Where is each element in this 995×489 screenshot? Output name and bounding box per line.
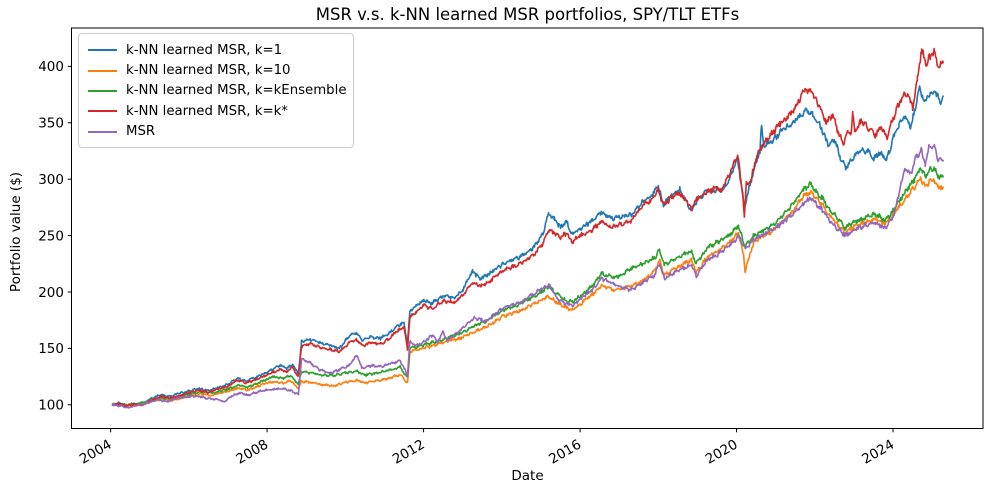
legend-line-sample	[88, 89, 117, 92]
y-tick-label-300: 300	[38, 172, 64, 188]
series-line-3	[111, 47, 944, 408]
legend-label: k-NN learned MSR, k=10	[126, 63, 291, 79]
legend-item-1: k-NN learned MSR, k=10	[88, 60, 343, 80]
series-line-0	[111, 85, 944, 407]
y-tick-label-200: 200	[38, 285, 64, 301]
legend-label: k-NN learned MSR, k=1	[126, 42, 283, 58]
y-tick-label-400: 400	[38, 59, 64, 75]
series-line-4	[111, 143, 944, 409]
x-tick-label-2012: 2012	[390, 437, 428, 468]
legend-line-sample	[88, 130, 117, 133]
series-line-2	[111, 165, 944, 407]
legend-line-sample	[88, 49, 117, 52]
legend-item-4: MSR	[88, 122, 343, 142]
legend-item-0: k-NN learned MSR, k=1	[88, 40, 343, 60]
legend-label: MSR	[126, 124, 156, 140]
y-tick-label-150: 150	[38, 341, 64, 357]
x-axis-label: Date	[511, 468, 544, 484]
y-tick-label-100: 100	[38, 398, 64, 414]
legend-item-2: k-NN learned MSR, k=kEnsemble	[88, 81, 347, 101]
legend-line-sample	[88, 110, 117, 113]
y-tick-label-350: 350	[38, 116, 64, 132]
legend: k-NN learned MSR, k=1 k-NN learned MSR, k…	[78, 33, 354, 148]
x-tick-label-2024: 2024	[859, 437, 897, 468]
chart-title: MSR v.s. k-NN learned MSR portfolios, SP…	[315, 5, 740, 24]
x-tick-label-2016: 2016	[546, 437, 584, 468]
legend-item-3: k-NN learned MSR, k=k*	[88, 101, 343, 121]
legend-label: k-NN learned MSR, k=kEnsemble	[126, 83, 347, 99]
plot-border	[71, 27, 984, 429]
y-tick-label-250: 250	[38, 228, 64, 244]
legend-line-sample	[88, 69, 117, 72]
x-tick-label-2008: 2008	[233, 437, 271, 468]
legend-label: k-NN learned MSR, k=k*	[126, 103, 288, 119]
series-line-1	[111, 176, 944, 408]
x-tick-label-2004: 2004	[77, 437, 115, 468]
x-tick-label-2020: 2020	[703, 437, 741, 468]
